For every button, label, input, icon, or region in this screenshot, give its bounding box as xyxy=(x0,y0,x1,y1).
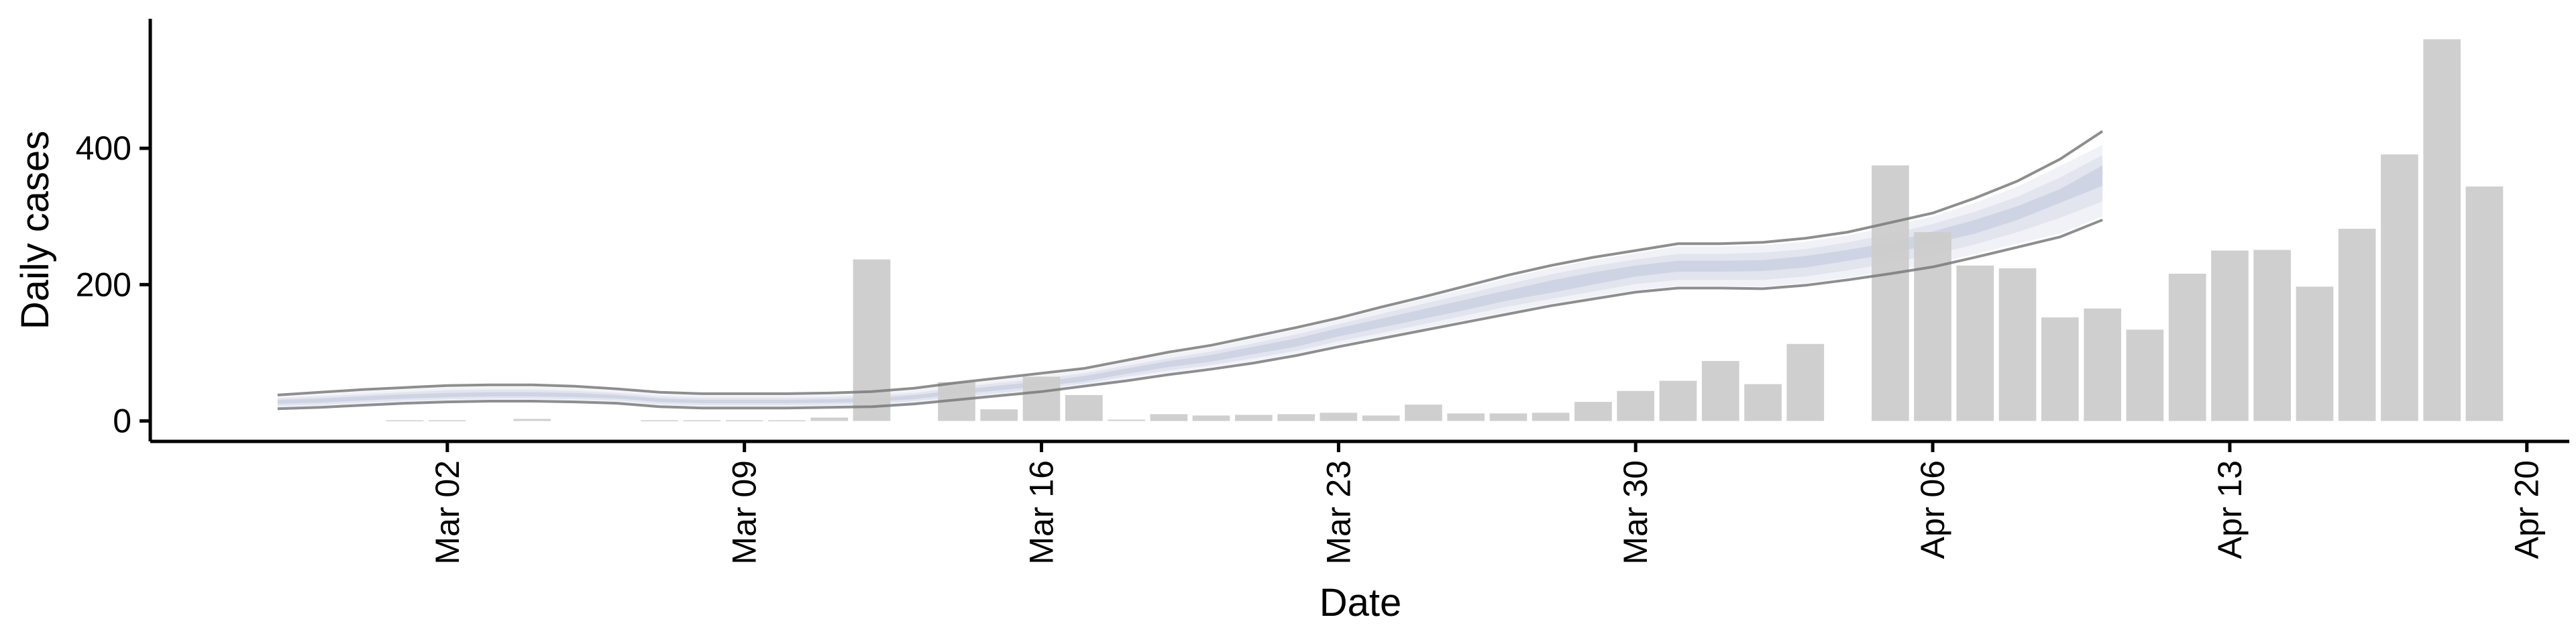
bar-2020-03-16 xyxy=(1022,376,1061,421)
band-outline-lines xyxy=(277,130,2104,411)
bar-2020-04-09 xyxy=(2041,317,2079,421)
bar-2020-03-07 xyxy=(641,420,678,421)
x-tick-label-2020-03-16: Mar 16 xyxy=(1023,460,1061,565)
bar-2020-03-25 xyxy=(1405,405,1442,421)
bar-2020-03-19 xyxy=(1150,414,1188,421)
x-axis-title: Date xyxy=(1320,581,1402,625)
bar-2020-03-17 xyxy=(1065,394,1103,421)
band-upper-line xyxy=(277,130,2104,396)
bar-2020-03-26 xyxy=(1447,413,1485,421)
uncertainty-band xyxy=(277,145,2103,408)
y-tick-label-0: 0 xyxy=(113,402,131,440)
daily-case-bars xyxy=(386,39,2504,421)
bar-2020-04-19 xyxy=(2465,186,2504,421)
x-tick-label-2020-03-23: Mar 23 xyxy=(1320,460,1357,565)
bar-2020-03-04 xyxy=(513,419,551,421)
bar-2020-04-12 xyxy=(2168,274,2206,421)
bar-2020-03-27 xyxy=(1489,413,1527,421)
bar-2020-04-05 xyxy=(1872,165,1909,421)
bar-2020-04-08 xyxy=(1998,268,2037,421)
y-ticks: 0 200 400 xyxy=(76,129,150,440)
bar-2020-04-02 xyxy=(1744,384,1782,421)
band-lower-line xyxy=(277,218,2103,411)
y-axis-title: Daily cases xyxy=(13,131,57,330)
bar-2020-03-24 xyxy=(1362,415,1400,421)
x-tick-label-2020-04-13: Apr 13 xyxy=(2211,460,2249,559)
bar-2020-03-31 xyxy=(1659,380,1697,421)
x-tick-label-2020-03-02: Mar 02 xyxy=(429,460,466,565)
bar-2020-04-17 xyxy=(2381,154,2418,421)
x-tick-label-2020-04-20: Apr 20 xyxy=(2508,460,2546,559)
bar-2020-03-22 xyxy=(1277,414,1315,421)
y-axis: 0 200 400 Daily cases xyxy=(13,19,152,441)
bar-2020-03-02 xyxy=(429,420,466,421)
bar-2020-03-21 xyxy=(1235,415,1273,421)
bar-2020-03-15 xyxy=(980,409,1018,421)
x-axis: Mar 02 Mar 09 Mar 16 Mar 23 Mar 30 Apr 06 Apr … xyxy=(150,439,2569,625)
bar-2020-03-01 xyxy=(386,420,424,421)
bar-2020-04-11 xyxy=(2126,329,2164,421)
bar-2020-03-09 xyxy=(725,420,763,421)
y-tick-label-200: 200 xyxy=(76,266,131,303)
band-outer xyxy=(277,145,2103,408)
x-tick-label-2020-04-06: Apr 06 xyxy=(1914,460,1951,559)
x-tick-label-2020-03-09: Mar 09 xyxy=(726,460,763,565)
bar-2020-03-18 xyxy=(1108,419,1145,421)
y-tick-label-400: 400 xyxy=(76,129,131,167)
bar-2020-03-12 xyxy=(853,259,891,421)
bar-2020-03-28 xyxy=(1532,413,1570,421)
bar-2020-04-14 xyxy=(2253,250,2291,421)
bar-2020-04-01 xyxy=(1701,361,1739,421)
x-tick-label-2020-03-30: Mar 30 xyxy=(1617,460,1654,565)
band-middle xyxy=(277,155,2103,407)
bar-2020-04-06 xyxy=(1914,232,1951,421)
bar-2020-03-29 xyxy=(1574,402,1612,421)
bar-2020-04-10 xyxy=(2084,308,2121,421)
bar-2020-03-08 xyxy=(683,420,721,421)
bar-2020-03-11 xyxy=(810,417,849,421)
bar-2020-04-13 xyxy=(2211,250,2249,421)
bar-2020-04-15 xyxy=(2296,286,2334,421)
bar-2020-03-23 xyxy=(1320,413,1358,421)
bar-2020-04-16 xyxy=(2338,229,2376,421)
bar-2020-04-07 xyxy=(1956,265,1994,421)
bar-2020-03-20 xyxy=(1192,415,1230,421)
bar-2020-03-10 xyxy=(768,420,806,421)
bar-2020-04-18 xyxy=(2423,39,2461,421)
bar-2020-04-03 xyxy=(1786,343,1825,421)
x-ticks: Mar 02 Mar 09 Mar 16 Mar 23 Mar 30 Apr 06 Apr … xyxy=(429,441,2546,565)
bar-2020-03-30 xyxy=(1617,390,1655,421)
